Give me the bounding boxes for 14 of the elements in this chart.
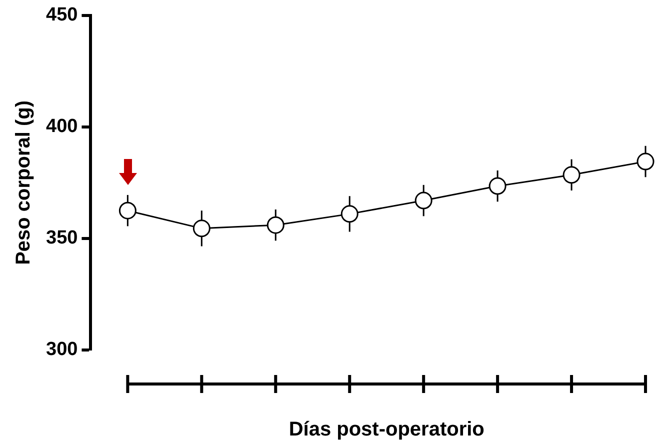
point: [118, 202, 136, 220]
y-tick-label: 400: [46, 116, 78, 138]
point: [192, 220, 210, 238]
y-tick-label: 350: [46, 228, 78, 249]
point: [488, 177, 506, 195]
x-axis-title: Días post-operatorio: [288, 418, 484, 441]
point: [562, 166, 580, 184]
y-axis-title: Peso corporal (g): [12, 100, 35, 265]
point: [414, 192, 432, 210]
y-tick-label: 300: [46, 339, 78, 360]
y-tick-label: 450: [46, 4, 78, 26]
point: [636, 152, 654, 170]
point: [266, 216, 284, 234]
point: [340, 205, 358, 223]
